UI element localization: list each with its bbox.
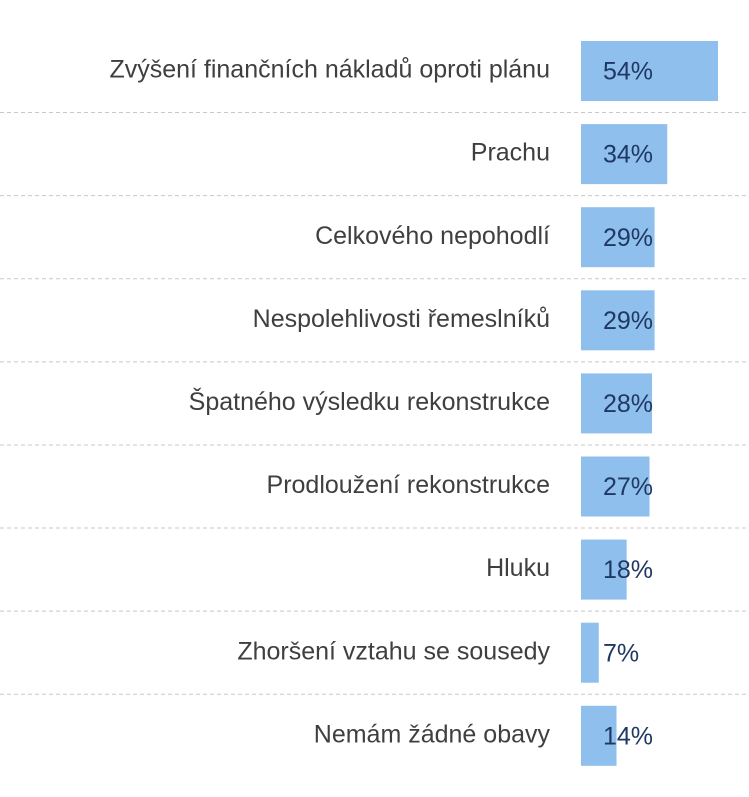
data-label: 29% [603,224,653,252]
bar [581,41,718,101]
data-label: 14% [603,722,653,750]
bar [581,373,653,434]
data-label: 27% [603,473,653,501]
category-label: Nespolehlivosti řemeslníků [253,305,550,333]
category-label: Nemám žádné obavy [314,720,551,748]
data-label: 7% [603,639,639,667]
bar [581,290,655,351]
category-label: Prachu [471,139,550,167]
category-label: Špatného výsledku rekonstrukce [189,387,550,416]
category-labels: Zvýšení finančních nákladů oproti plánu P… [109,56,550,749]
category-label: Celkového nepohodlí [315,222,550,250]
bar [581,207,655,268]
category-label: Prodloužení rekonstrukce [267,471,550,499]
bar [581,622,599,683]
bar [581,705,617,766]
data-label: 34% [603,141,653,169]
category-label: Zvýšení finančních nákladů oproti plánu [109,56,550,84]
data-label: 28% [603,390,653,418]
category-label: Hluku [486,554,550,582]
bar [581,539,627,600]
data-label: 18% [603,556,653,584]
row-separators [0,112,749,695]
category-label: Zhoršení vztahu se sousedy [237,637,550,665]
value-labels: 54% 34% 29% 29% 28% 27% 18% 7% 14% [603,58,653,751]
bar [581,124,668,185]
bar [581,456,650,517]
data-label: 29% [603,307,653,335]
bars [581,41,718,766]
data-label: 54% [603,58,653,86]
